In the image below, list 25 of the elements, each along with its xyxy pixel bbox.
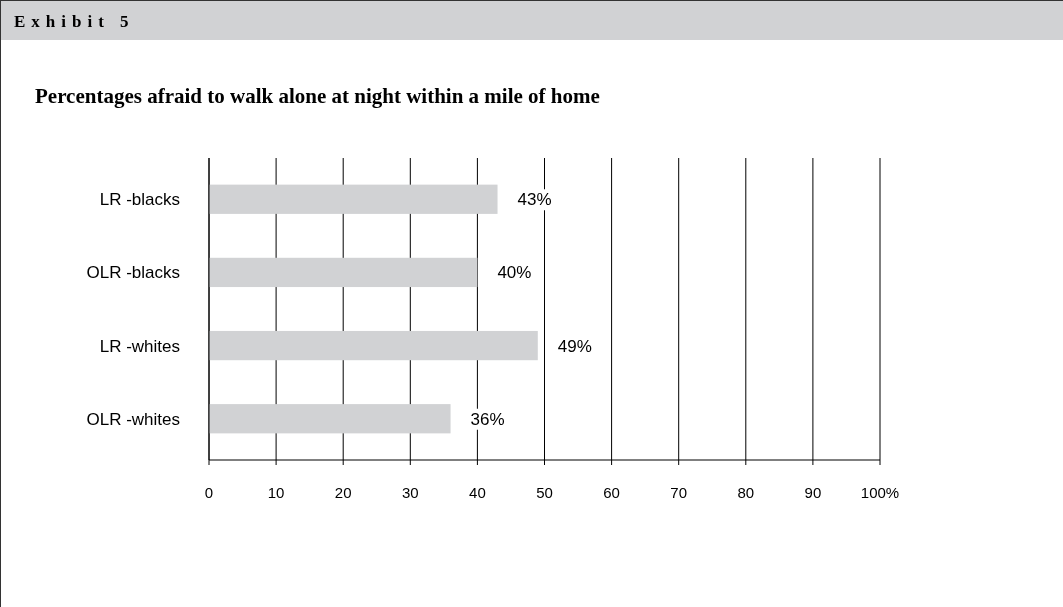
bar bbox=[209, 330, 538, 361]
x-tick-label: 70 bbox=[670, 484, 688, 501]
y-tick-label: LR -whites bbox=[99, 336, 180, 356]
x-tick-label: 80 bbox=[737, 484, 755, 501]
bar bbox=[209, 184, 498, 214]
y-tick-label: LR -blacks bbox=[99, 190, 180, 210]
data-label: 40% bbox=[497, 263, 532, 283]
x-tick-label: 30 bbox=[401, 484, 419, 501]
x-tick-label: 40 bbox=[469, 484, 486, 501]
bar bbox=[209, 257, 478, 288]
x-tick-label: 10 bbox=[267, 484, 285, 501]
y-tick-label: OLR -blacks bbox=[86, 263, 180, 283]
y-tick-label: OLR -whites bbox=[86, 409, 180, 429]
x-tick-label: 0 bbox=[204, 484, 214, 501]
chart-title: Percentages afraid to walk alone at night within a mile of home bbox=[35, 84, 600, 108]
data-label: 43% bbox=[517, 190, 552, 210]
x-tick-label: 90 bbox=[804, 484, 822, 501]
x-tick-label: 100% bbox=[860, 484, 900, 501]
text: Exhibit 5 bbox=[14, 12, 135, 31]
data-label: 36% bbox=[470, 409, 505, 429]
bar bbox=[209, 404, 451, 434]
data-label: 49% bbox=[557, 336, 592, 356]
x-tick-label: 60 bbox=[603, 484, 620, 501]
x-tick-label: 20 bbox=[334, 484, 352, 501]
x-tick-label: 50 bbox=[536, 484, 553, 501]
